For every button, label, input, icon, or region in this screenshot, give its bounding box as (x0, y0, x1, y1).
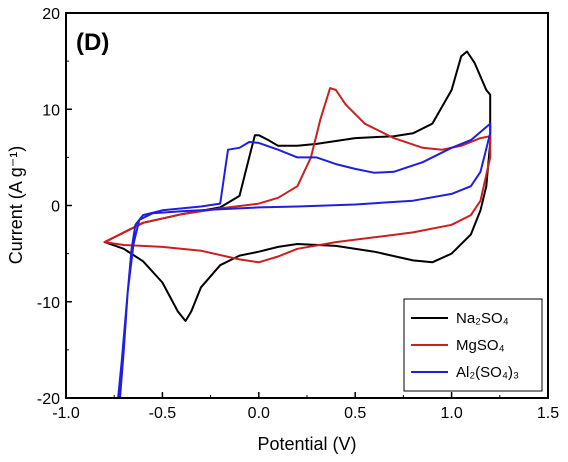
y-axis-label: Current (A g⁻¹) (6, 146, 26, 265)
x-tick-label: 0.5 (344, 405, 366, 422)
x-tick-label: -0.5 (149, 405, 177, 422)
series-line-1 (103, 87, 492, 264)
x-tick-label: 0.0 (248, 405, 270, 422)
panel-label: (D) (76, 29, 109, 56)
x-tick-label: 1.5 (537, 405, 559, 422)
series-layer (103, 50, 492, 398)
x-axis-ticks: -1.0 -0.5 0.0 0.5 1.0 1.5 (52, 392, 559, 422)
x-tick-label: -1.0 (52, 405, 80, 422)
series-line-0 (103, 50, 492, 322)
y-axis-ticks: -20 -10 0 10 20 (37, 6, 72, 408)
y-tick-label: 10 (42, 102, 60, 119)
legend: Na₂SO₄ MgSO₄ Al₂(SO₄)₃ (403, 298, 543, 392)
y-tick-label: 0 (51, 199, 60, 216)
y-tick-label: -10 (37, 295, 60, 312)
legend-label-1: MgSO₄ (456, 337, 505, 354)
legend-label-2: Al₂(SO₄)₃ (456, 364, 519, 381)
x-axis-label: Potential (V) (257, 434, 356, 454)
y-tick-label: -20 (37, 391, 60, 408)
legend-label-0: Na₂SO₄ (456, 310, 509, 327)
y-tick-label: 20 (42, 6, 60, 23)
series-line-2 (117, 122, 492, 398)
x-tick-label: 1.0 (440, 405, 462, 422)
